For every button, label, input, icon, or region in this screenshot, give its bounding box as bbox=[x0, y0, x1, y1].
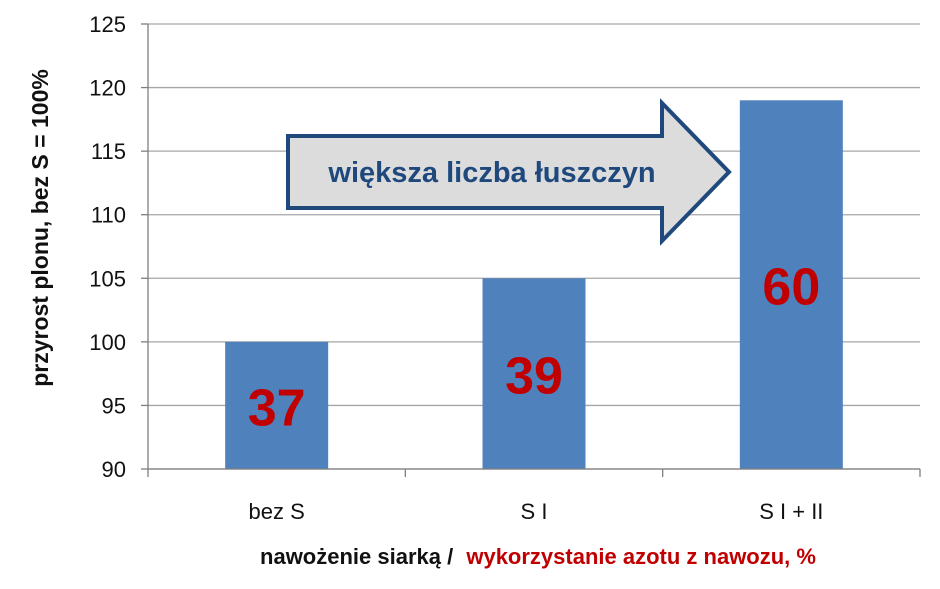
y-axis-label: przyrost plonu, bez S = 100% bbox=[27, 69, 53, 387]
y-tick-label-100: 100 bbox=[89, 330, 126, 355]
y-tick-label-95: 95 bbox=[102, 393, 126, 418]
x-axis-label: nawożenie siarką / wykorzystanie azotu z… bbox=[260, 544, 816, 569]
y-tick-label-115: 115 bbox=[91, 139, 126, 164]
y-axis-ticks: 90 95 100 105 110 115 120 125 bbox=[89, 12, 148, 482]
y-tick-label-125: 125 bbox=[89, 12, 126, 37]
x-tick-label-1: bez S bbox=[249, 499, 305, 524]
data-label-2: 39 bbox=[505, 348, 563, 406]
annotation-text: większa liczba łuszczyn bbox=[327, 157, 655, 189]
y-tick-label-90: 90 bbox=[102, 457, 126, 482]
bar-3 bbox=[739, 100, 843, 470]
x-axis-label-part1: nawożenie siarką / bbox=[260, 544, 453, 569]
annotation-arrow: większa liczba łuszczyn bbox=[286, 98, 732, 246]
x-axis-label-part2: wykorzystanie azotu z nawozu, % bbox=[465, 544, 816, 569]
y-tick-label-105: 105 bbox=[89, 266, 126, 291]
y-tick-label-120: 120 bbox=[89, 76, 126, 101]
y-tick-label-110: 110 bbox=[91, 203, 126, 228]
x-tick-label-2: S I bbox=[521, 499, 548, 524]
bar-1 bbox=[225, 341, 329, 469]
data-label-3: 60 bbox=[762, 259, 820, 317]
data-label-1: 37 bbox=[248, 379, 306, 437]
x-axis-ticks: bez S S I S I + II bbox=[249, 499, 824, 524]
bar-2 bbox=[482, 278, 586, 469]
axes bbox=[147, 24, 921, 477]
data-labels: 37 39 60 bbox=[248, 259, 821, 438]
arrow-shape bbox=[286, 98, 732, 246]
x-tick-label-3: S I + II bbox=[759, 499, 823, 524]
bars bbox=[225, 100, 843, 470]
